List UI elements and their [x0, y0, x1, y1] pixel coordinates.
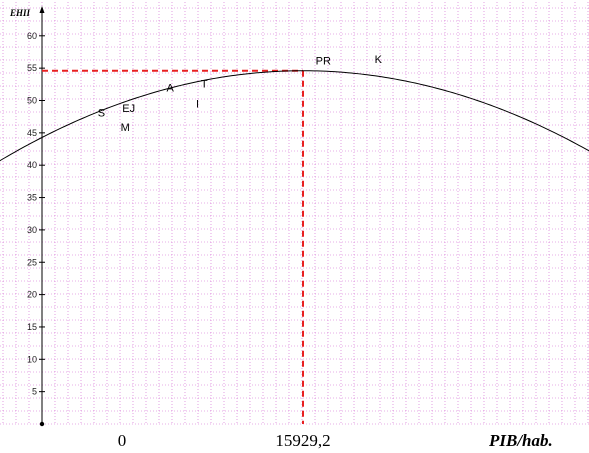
point-label-m: M — [121, 122, 130, 134]
x-axis-label: PIB/hab. — [488, 431, 553, 450]
curve — [0, 70, 589, 162]
y-tick-label: 15 — [27, 322, 37, 332]
y-tick-label: 35 — [27, 193, 37, 203]
y-tick-label: 40 — [27, 160, 37, 170]
y-tick-label: 50 — [27, 96, 37, 106]
point-labels: S EJ M A TI PR K — [98, 54, 383, 134]
y-axis-arrow — [39, 6, 45, 13]
y-ticks: 5 10 15 20 25 30 35 40 45 50 55 60 — [27, 31, 45, 397]
y-tick-label: 5 — [32, 387, 37, 397]
y-tick-label: 30 — [27, 225, 37, 235]
y-tick-label: 45 — [27, 128, 37, 138]
axes — [39, 6, 45, 427]
x-labels: 0 15929,2 — [118, 431, 331, 450]
grid — [0, 2, 589, 425]
point-label-pr: PR — [316, 55, 331, 67]
y-tick-label: 55 — [27, 63, 37, 73]
point-label-s: S — [98, 108, 105, 120]
y-tick-label: 10 — [27, 354, 37, 364]
point-label-t: T — [201, 79, 208, 91]
origin-point — [39, 421, 45, 427]
y-tick-label: 25 — [27, 257, 37, 267]
point-label-a: A — [167, 82, 175, 94]
point-label-i: I — [196, 99, 199, 111]
x-tick-label: 15929,2 — [275, 431, 330, 450]
y-axis-label: EHII — [9, 8, 31, 18]
point-label-ej: EJ — [122, 103, 135, 115]
y-tick-label: 20 — [27, 290, 37, 300]
reference-lines — [42, 69, 304, 424]
point-label-k: K — [375, 54, 383, 66]
y-tick-label: 60 — [27, 31, 37, 41]
x-tick-label: 0 — [118, 431, 127, 450]
